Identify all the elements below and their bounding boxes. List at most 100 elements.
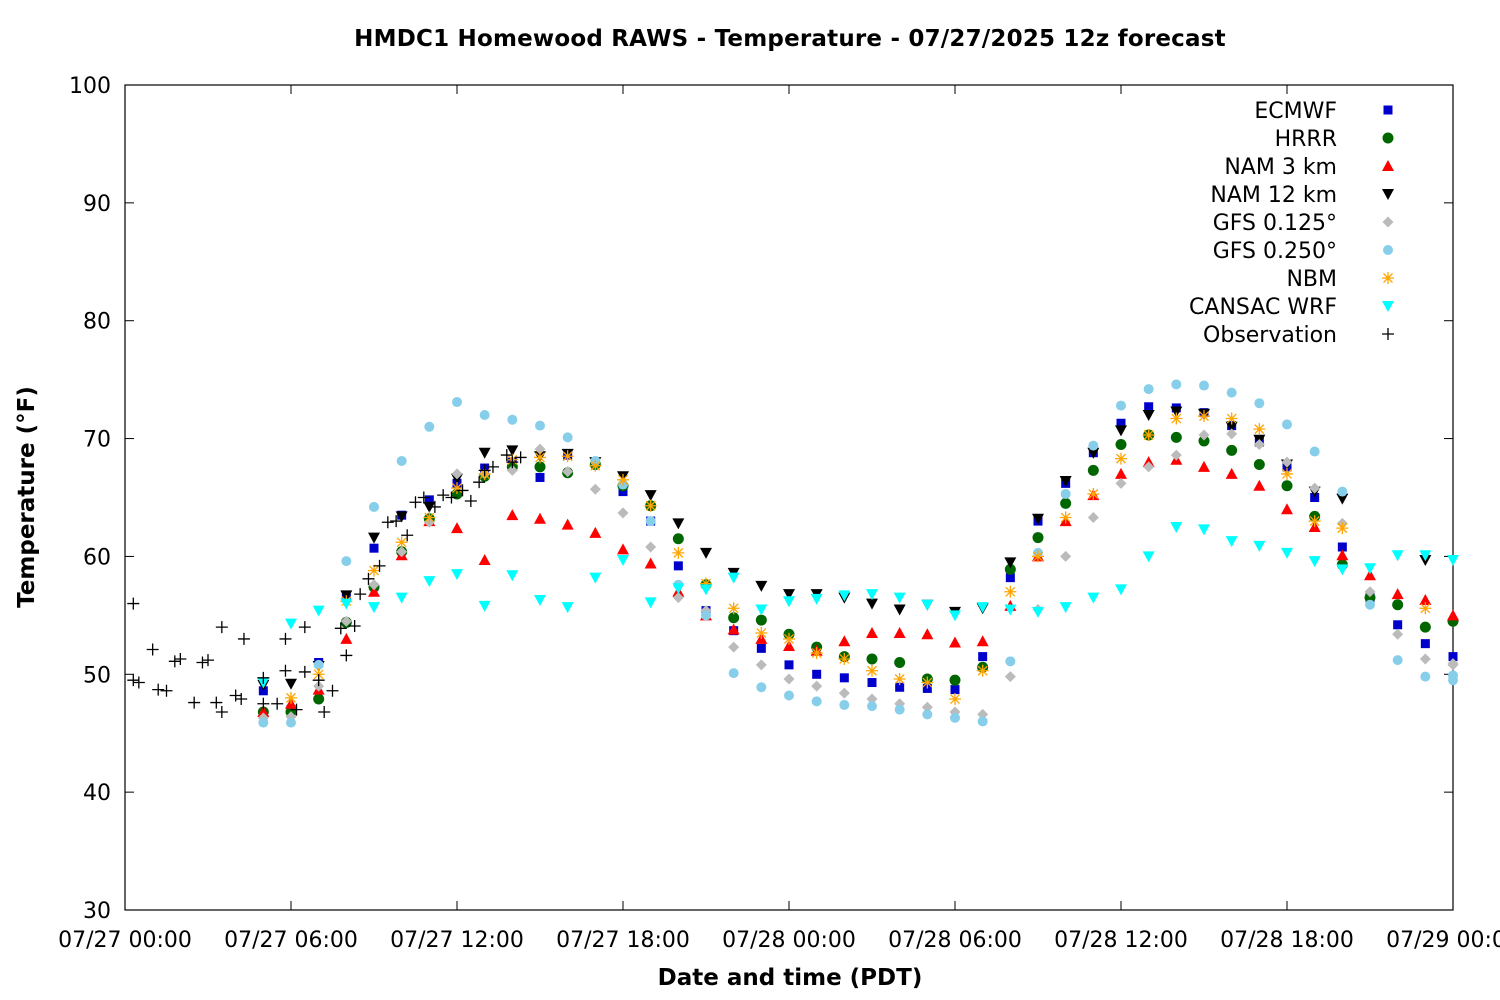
data-point-nam-3-km	[506, 509, 519, 521]
data-point-cansac-wrf	[810, 593, 823, 605]
data-point-nbm	[1281, 467, 1293, 480]
data-point-ecmwf	[756, 643, 766, 653]
data-point-gfs-0-250	[396, 455, 407, 466]
data-point-cansac-wrf	[866, 589, 878, 601]
data-point-cansac-wrf	[534, 595, 546, 607]
data-point-gfs-0-125	[534, 443, 546, 455]
data-point-observation	[298, 621, 311, 634]
data-point-observation	[445, 491, 458, 504]
data-point-gfs-0-125	[1253, 438, 1265, 450]
data-point-cansac-wrf	[976, 602, 989, 614]
data-point-gfs-0-250	[922, 709, 933, 720]
data-point-gfs-0-250	[507, 414, 518, 425]
data-point-cansac-wrf	[1115, 584, 1127, 596]
x-tick-label: 07/28 12:00	[1054, 928, 1188, 953]
data-point-observation	[168, 655, 181, 668]
data-point-cansac-wrf	[1364, 563, 1376, 575]
x-tick-label: 07/27 00:00	[58, 928, 192, 953]
data-point-cansac-wrf	[1059, 602, 1072, 614]
data-point-observation	[464, 495, 477, 508]
data-point-nbm	[1253, 423, 1266, 436]
legend-marker-nam-3-km	[1382, 160, 1394, 171]
data-point-gfs-0-125	[645, 541, 657, 553]
legend-marker-cansac-wrf	[1382, 301, 1394, 312]
data-point-nam-3-km	[1419, 594, 1432, 606]
data-point-observation	[257, 671, 270, 684]
data-point-nbm	[838, 652, 851, 665]
data-point-observation	[381, 516, 394, 529]
data-point-nbm	[783, 632, 795, 645]
x-tick-label: 07/28 06:00	[888, 928, 1022, 953]
data-point-ecmwf	[1420, 639, 1430, 649]
data-point-ecmwf	[784, 660, 794, 670]
data-point-nam-3-km	[1253, 479, 1266, 491]
data-point-cansac-wrf	[1087, 592, 1100, 604]
legend-marker-hrrr	[1382, 132, 1394, 144]
data-point-ecmwf	[950, 685, 960, 695]
data-point-gfs-0-250	[1005, 656, 1016, 667]
data-point-nbm	[810, 647, 823, 660]
data-point-nam-12-km	[755, 580, 768, 592]
data-point-gfs-0-250	[479, 410, 490, 420]
data-point-nam-12-km	[285, 678, 297, 690]
data-point-gfs-0-250	[950, 712, 960, 723]
data-point-gfs-0-250	[1309, 446, 1320, 457]
data-point-ecmwf	[424, 495, 434, 505]
y-tick-label: 100	[69, 74, 111, 99]
data-point-cansac-wrf	[1225, 536, 1238, 548]
data-point-nam-12-km	[1225, 421, 1238, 433]
data-point-cansac-wrf	[285, 618, 297, 630]
data-point-nbm	[451, 482, 463, 495]
data-point-observation	[132, 676, 145, 689]
data-point-nam-12-km	[1004, 557, 1017, 569]
data-point-cansac-wrf	[838, 590, 851, 602]
data-point-gfs-0-125	[1198, 429, 1210, 441]
data-point-nam-12-km	[1170, 406, 1183, 418]
data-point-hrrr	[534, 461, 546, 473]
data-point-gfs-0-125	[1060, 550, 1072, 562]
data-point-cansac-wrf	[478, 600, 491, 612]
data-point-nam-3-km	[1225, 467, 1238, 479]
data-point-nam-12-km	[1087, 447, 1100, 459]
data-point-gfs-0-250	[1226, 387, 1237, 398]
data-point-observation	[401, 529, 414, 542]
data-point-ecmwf	[1144, 402, 1154, 412]
series-gfs-0-250	[258, 379, 1458, 728]
data-point-hrrr	[894, 657, 906, 668]
data-point-gfs-0-125	[368, 579, 380, 591]
data-point-gfs-0-250	[784, 690, 794, 701]
data-point-observation	[229, 689, 242, 702]
series-nam-3-km	[257, 453, 1459, 717]
data-point-observation	[215, 706, 228, 718]
data-point-gfs-0-250	[645, 516, 656, 527]
data-point-nbm	[1087, 487, 1100, 500]
data-point-gfs-0-250	[1171, 379, 1182, 390]
data-point-nbm	[921, 676, 934, 689]
data-point-nbm	[1198, 410, 1210, 423]
data-point-nam-3-km	[478, 553, 491, 565]
data-point-gfs-0-250	[1448, 670, 1458, 681]
data-point-cansac-wrf	[451, 569, 463, 581]
data-point-hrrr	[728, 612, 740, 624]
data-point-nam-3-km	[893, 627, 906, 639]
legend-marker-nam-12-km	[1382, 189, 1394, 200]
y-tick-label: 50	[83, 663, 111, 688]
series-hrrr	[257, 429, 1459, 718]
data-point-hrrr	[1419, 621, 1431, 633]
data-point-nbm	[893, 673, 906, 685]
data-point-observation	[196, 656, 209, 669]
data-point-observation	[390, 515, 403, 528]
data-point-cansac-wrf	[312, 605, 325, 617]
data-point-observation	[318, 706, 331, 718]
data-point-nbm	[1032, 550, 1044, 563]
data-point-cansac-wrf	[1281, 547, 1293, 559]
series-nbm	[285, 410, 1432, 706]
data-point-gfs-0-250	[1116, 400, 1126, 411]
x-tick-label: 07/27 12:00	[390, 928, 524, 953]
legend-label-nam-3-km: NAM 3 km	[1224, 155, 1337, 180]
data-point-nam-3-km	[949, 636, 961, 648]
data-point-nam-3-km	[534, 512, 546, 524]
data-point-gfs-0-125	[672, 592, 684, 604]
data-point-observation	[514, 451, 527, 464]
